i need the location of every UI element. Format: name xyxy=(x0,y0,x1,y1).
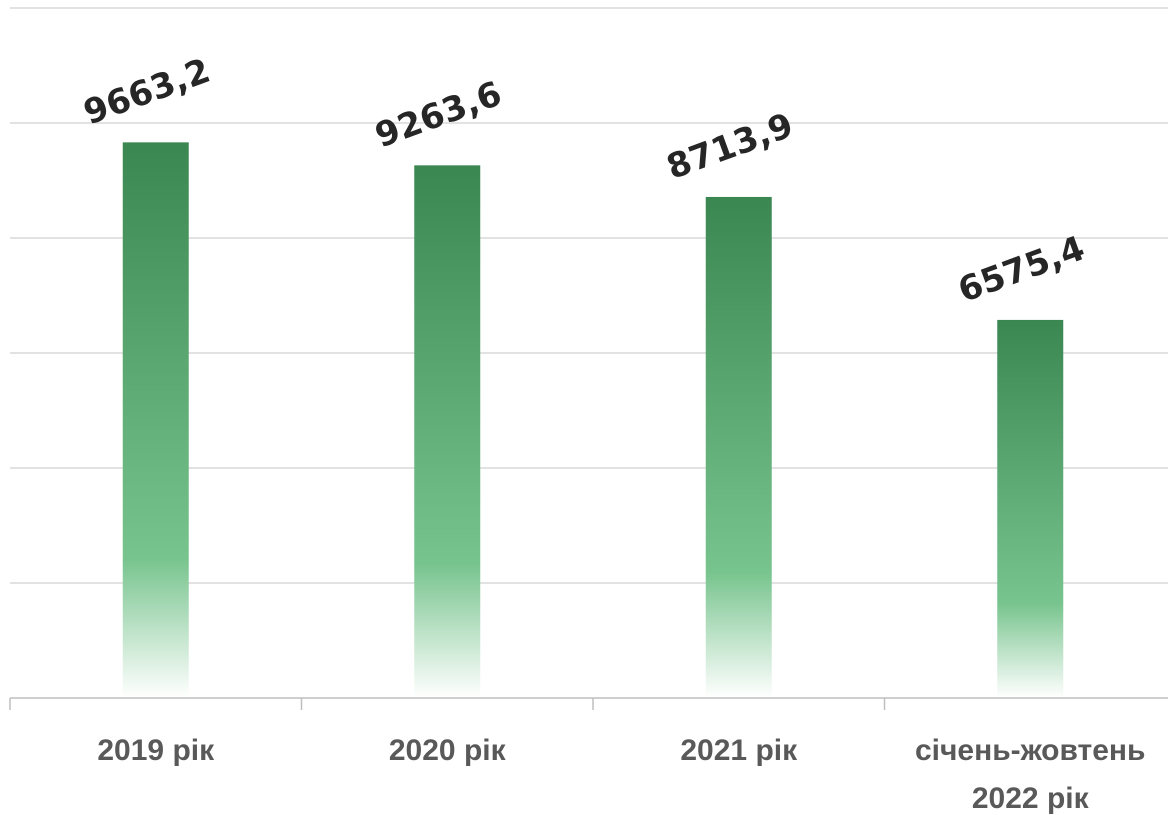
gridlines xyxy=(10,7,1168,584)
category-labels: 2019 рік 2020 рік 2021 рік січень-жовтень 20… xyxy=(97,734,1145,815)
data-label: 9263,6 xyxy=(370,74,507,156)
data-label: 8713,9 xyxy=(662,105,799,187)
x-axis xyxy=(9,697,1168,710)
x-tick-label: 2020 рік xyxy=(389,734,507,767)
x-tick-label: 2022 рік xyxy=(972,782,1090,815)
bar xyxy=(705,196,772,698)
data-label: 6575,4 xyxy=(953,228,1090,310)
x-tick-label: 2019 рік xyxy=(97,734,215,767)
bars xyxy=(122,142,1064,699)
x-tick-label: 2021 рік xyxy=(680,734,798,767)
bar xyxy=(997,319,1064,698)
bar xyxy=(122,142,189,699)
x-tick-label: січень-жовтень xyxy=(915,734,1146,767)
value-labels: 9663,2 9263,6 8713,9 6575,4 xyxy=(79,51,1090,311)
data-label: 9663,2 xyxy=(79,51,216,133)
bar xyxy=(414,165,481,698)
